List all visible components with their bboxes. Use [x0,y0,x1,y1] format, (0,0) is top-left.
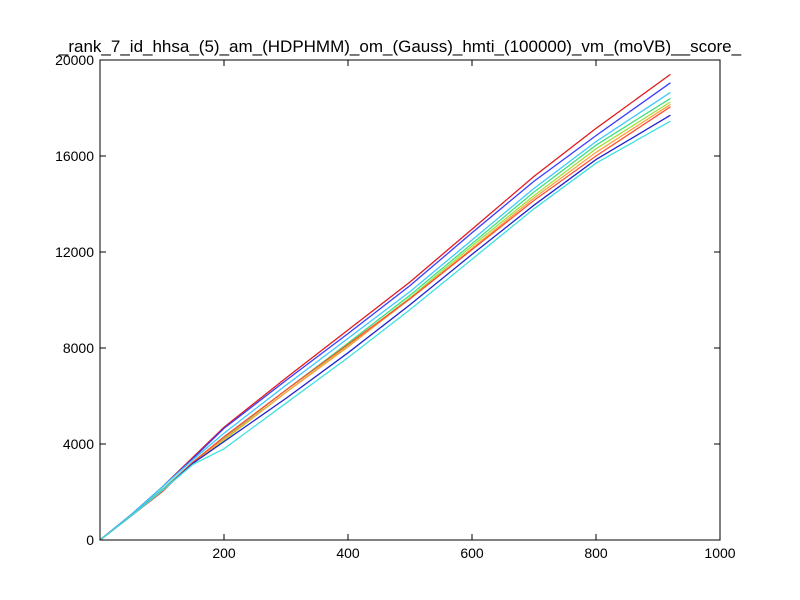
x-tick-label: 400 [336,545,360,561]
axis-layer: 200 400 600 800 1000 0 4000 8000 12000 16000 20000 [55,52,736,561]
y-tick-label: 0 [86,532,94,548]
x-tick-label: 600 [460,545,484,561]
chart-title: _rank_7_id_hhsa_(5)_am_(HDPHMM)_om_(Gaus… [58,37,742,56]
y-tick-label: 4000 [63,436,94,452]
series-layer [99,73,671,541]
y-tick-label: 20000 [55,52,94,68]
x-tick-label: 800 [584,545,608,561]
y-tick-label: 8000 [63,340,94,356]
series-line-8 [99,114,671,541]
x-tick-label: 1000 [704,545,735,561]
series-line-9 [99,120,671,541]
y-tick-label: 16000 [55,148,94,164]
series-line-6 [99,103,671,541]
y-tick-label: 12000 [55,244,94,260]
x-tick-label: 200 [212,545,236,561]
plot-frame [99,59,721,541]
series-line-7 [99,106,671,541]
series-line-3 [99,91,671,541]
